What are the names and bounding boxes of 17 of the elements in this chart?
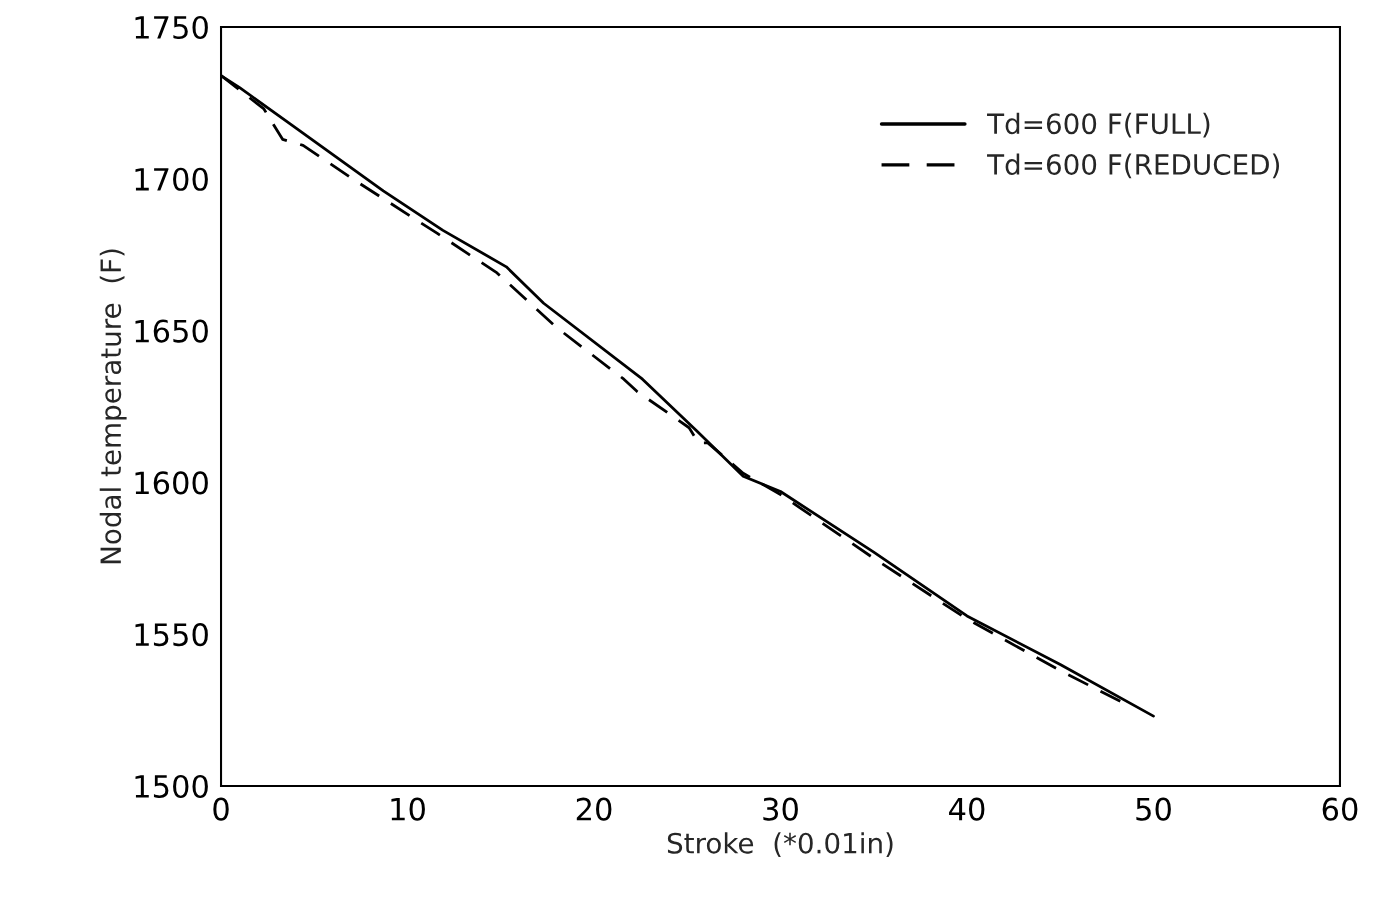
- x-tick-label: 0: [213, 797, 229, 821]
- y-tick-label: 1750: [135, 15, 208, 40]
- y-tick-label: 1650: [135, 319, 208, 343]
- x-tick-label: 10: [391, 797, 425, 821]
- y-tick-label: 1500: [135, 774, 208, 799]
- y-axis-title: Nodal temperature (F): [99, 249, 127, 564]
- x-tick-label: 40: [949, 797, 985, 821]
- legend-label: Td=600 F(FULL): [987, 112, 1210, 138]
- x-axis-title: Stroke (*0.01in): [667, 832, 893, 857]
- legend-label: Td=600 F(REDUCED): [987, 153, 1280, 179]
- y-tick-label: 1550: [135, 623, 208, 647]
- y-tick-label: 1600: [135, 471, 208, 495]
- y-tick-label: 1700: [135, 167, 208, 191]
- x-tick-label: 50: [1136, 797, 1171, 821]
- x-tick-label: 20: [576, 797, 612, 821]
- x-tick-label: 60: [1322, 797, 1358, 821]
- x-tick-label: 30: [763, 797, 798, 821]
